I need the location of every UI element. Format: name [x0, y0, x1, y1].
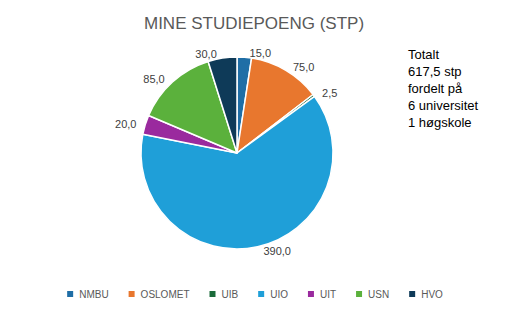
svg-text:75,0: 75,0 — [293, 61, 314, 73]
svg-text:fordelt på: fordelt på — [408, 81, 463, 96]
svg-text:1 høgskole: 1 høgskole — [408, 115, 472, 130]
svg-text:UIT: UIT — [320, 289, 336, 300]
svg-text:UIB: UIB — [222, 289, 239, 300]
svg-text:6 universitet: 6 universitet — [408, 98, 478, 113]
svg-text:2,5: 2,5 — [322, 87, 337, 99]
svg-text:30,0: 30,0 — [195, 48, 216, 60]
svg-text:20,0: 20,0 — [115, 118, 136, 130]
svg-text:NMBU: NMBU — [79, 289, 108, 300]
svg-text:USN: USN — [368, 289, 389, 300]
svg-text:Totalt: Totalt — [408, 47, 439, 62]
svg-text:617,5 stp: 617,5 stp — [408, 64, 462, 79]
svg-text:15,0: 15,0 — [250, 47, 271, 59]
svg-text:HVO: HVO — [421, 289, 443, 300]
svg-text:MINE STUDIEPOENG (STP): MINE STUDIEPOENG (STP) — [144, 14, 364, 33]
svg-text:390,0: 390,0 — [263, 245, 291, 257]
svg-text:OSLOMET: OSLOMET — [141, 289, 190, 300]
svg-text:85,0: 85,0 — [143, 73, 164, 85]
svg-text:UIO: UIO — [270, 289, 288, 300]
